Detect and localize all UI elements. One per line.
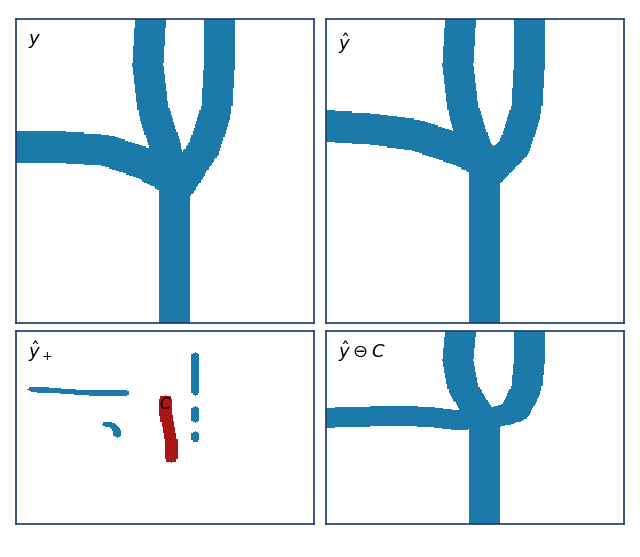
Text: $C$: $C$ [159, 396, 171, 412]
Text: $\hat{y} \ominus C$: $\hat{y} \ominus C$ [339, 339, 386, 364]
Text: $y$: $y$ [28, 32, 41, 50]
Text: $\hat{y}$: $\hat{y}$ [339, 32, 351, 56]
Text: $\hat{y}_+$: $\hat{y}_+$ [28, 339, 53, 364]
